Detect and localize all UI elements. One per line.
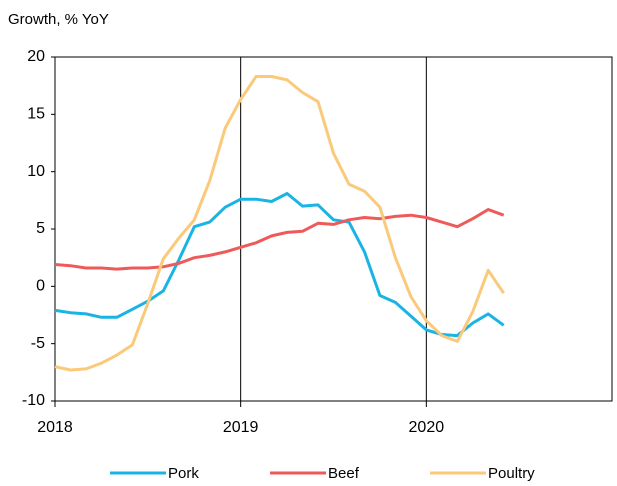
legend-label: Pork — [168, 465, 199, 482]
legend-label: Poultry — [488, 465, 535, 482]
plot-frame — [54, 56, 613, 402]
y-tick-label: -10 — [22, 392, 45, 409]
y-tick-label: -5 — [31, 335, 45, 352]
line — [54, 192, 505, 338]
y-axis-label: Growth, % YoY — [8, 11, 109, 28]
y-tick-label: 15 — [27, 106, 45, 123]
line — [54, 208, 505, 271]
y-tick-label: 5 — [36, 220, 45, 237]
line — [54, 75, 505, 372]
x-tick-label: 2020 — [409, 419, 445, 436]
y-tick-label: 10 — [27, 163, 45, 180]
y-tick-label: 0 — [36, 278, 45, 295]
x-tick-label: 2018 — [37, 419, 73, 436]
x-tick-label: 2019 — [223, 419, 259, 436]
y-tick-label: 20 — [27, 48, 45, 65]
legend-label: Beef — [328, 465, 360, 482]
